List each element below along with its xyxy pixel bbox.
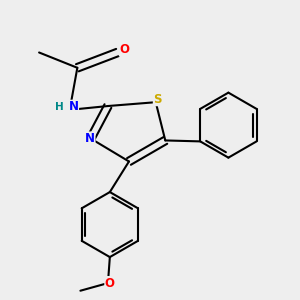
Text: N: N — [85, 132, 95, 145]
Text: O: O — [105, 277, 115, 290]
Text: S: S — [153, 93, 162, 106]
Text: O: O — [119, 43, 129, 56]
Text: N: N — [68, 100, 79, 113]
Text: H: H — [55, 102, 64, 112]
